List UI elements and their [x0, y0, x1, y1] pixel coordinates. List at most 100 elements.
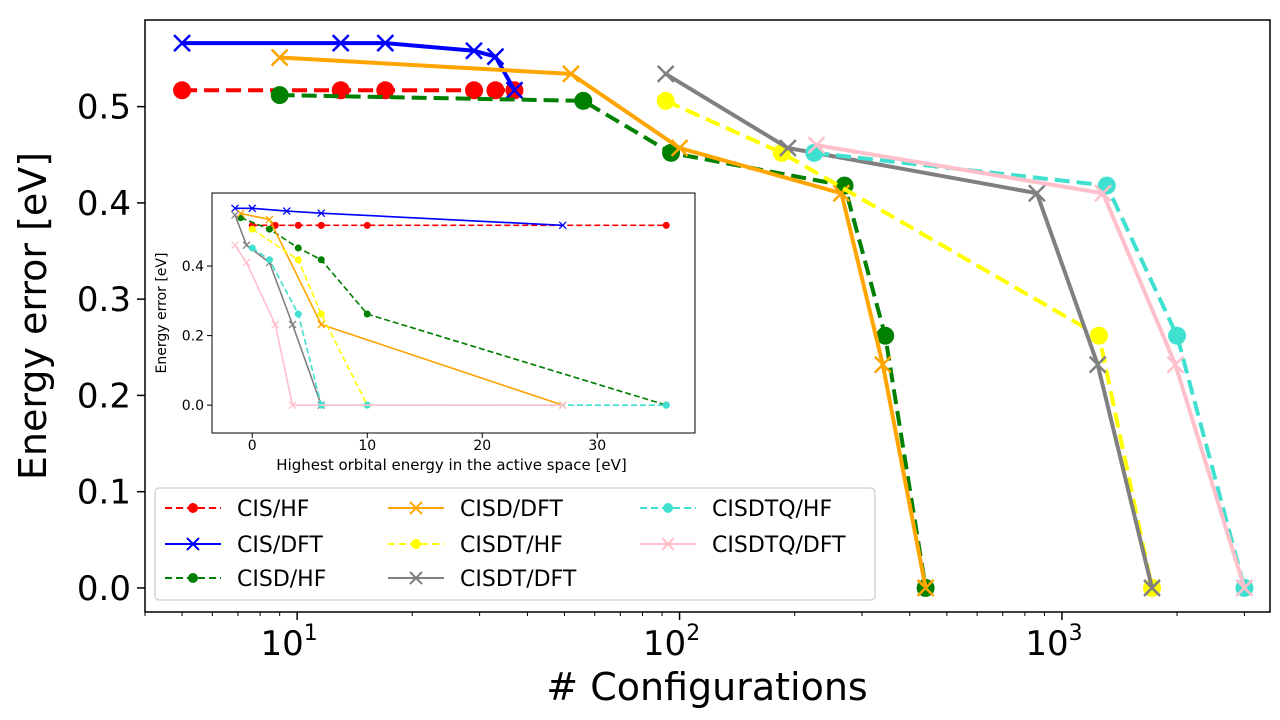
data-point: [562, 65, 580, 83]
legend-marker: [661, 537, 675, 551]
inset-data-point: [248, 244, 256, 252]
y-tick-label: 0.1: [77, 473, 131, 513]
legend-label: CISDTQ/HF: [712, 497, 832, 522]
data-point: [662, 143, 681, 162]
inset-data-point: [317, 310, 325, 318]
data-point: [656, 65, 675, 83]
inset-data-point: [271, 320, 280, 329]
inset-y-tick-label: 0.2: [182, 329, 204, 345]
legend-label: CISD/DFT: [460, 497, 563, 522]
inset-data-point: [288, 320, 297, 329]
inset-series-line: [251, 228, 368, 406]
inset-data-point: [294, 310, 302, 318]
inset-y-tick-label: 0.0: [182, 398, 204, 414]
data-point: [916, 579, 935, 597]
y-tick-label: 0.2: [77, 376, 131, 416]
legend-marker: [188, 503, 198, 513]
data-point: [1166, 355, 1185, 374]
inset-data-point: [282, 207, 291, 216]
inset-data-point: [266, 225, 273, 233]
data-point: [876, 326, 895, 345]
inset-data-point: [317, 221, 325, 229]
series-line: [816, 143, 1247, 589]
data-point: [173, 34, 191, 52]
data-point: [464, 81, 483, 100]
legend-item: CISDT/HF: [388, 533, 563, 558]
x-tick-base: 10: [261, 624, 304, 664]
data-point: [670, 139, 689, 157]
inset-x-tick-label: 30: [588, 438, 606, 454]
data-point: [1097, 176, 1116, 195]
main-plot-frame: [144, 19, 1271, 613]
inset-data-point: [242, 258, 251, 267]
x-tick-label: 102: [643, 621, 700, 664]
inset-data-point: [231, 210, 239, 219]
data-point: [505, 81, 524, 100]
data-point: [656, 91, 675, 110]
inset-data-point: [266, 256, 273, 264]
data-point: [1028, 184, 1046, 203]
data-point: [486, 47, 505, 66]
inset-data-point: [363, 221, 371, 229]
data-point: [574, 91, 593, 110]
inset-series-line: [240, 212, 564, 406]
legend-marker: [188, 573, 198, 583]
x-tick-exponent: 3: [1069, 621, 1083, 646]
inset-x-tick-label: 20: [473, 438, 491, 454]
inset-data-point: [294, 221, 302, 229]
inset-data-point: [248, 204, 257, 213]
legend-item: CISD/DFT: [388, 497, 563, 522]
data-point: [331, 34, 350, 52]
inset-plot: 0 10 20 30 0.0 0.2 0.4 Highest orbital energy i…: [154, 192, 696, 474]
inset-data-point: [236, 209, 245, 218]
inset-data-point: [294, 256, 302, 264]
inset-data-point: [317, 256, 325, 264]
legend: CIS/HF CIS/DFT CISD/HF CISD/DFT CISDT/HF CISD…: [154, 487, 876, 601]
data-point: [1143, 579, 1161, 597]
x-tick-label: 101: [261, 621, 318, 664]
data-point: [270, 86, 289, 105]
legend-marker: [409, 571, 423, 585]
legend-marker: [409, 501, 423, 515]
inset-data-point: [558, 221, 567, 230]
data-point: [873, 355, 892, 374]
inset-data-point: [317, 209, 326, 218]
data-point: [779, 139, 797, 157]
data-point: [376, 81, 395, 100]
legend-item: CISDTQ/HF: [640, 497, 832, 522]
series-line: [279, 55, 928, 589]
x-tick-label: 103: [1025, 621, 1082, 664]
data-point: [832, 184, 851, 203]
main-series-cis-dft: [173, 34, 524, 100]
inset-data-point: [294, 244, 302, 252]
legend-marker: [411, 539, 421, 549]
y-tick-label: 0.3: [77, 280, 131, 320]
data-point: [270, 48, 289, 67]
inset-data-point: [288, 401, 297, 410]
y-tick-label: 0.0: [77, 569, 131, 609]
x-axis-label: # Configurations: [546, 665, 867, 709]
inset-data-point: [363, 310, 371, 318]
main-series-cisd-dft: [270, 48, 935, 597]
series-line: [814, 150, 1247, 589]
data-point: [173, 81, 192, 100]
data-point: [1094, 184, 1112, 203]
main-series-cisdt-dft: [656, 65, 1161, 597]
inset-data-point: [231, 241, 239, 250]
main-series-cisdtq-dft: [807, 136, 1254, 597]
inset-data-point: [662, 221, 670, 229]
inset-series-cisdtq-dft: [231, 241, 567, 410]
inset-x-tick-label: 10: [358, 438, 376, 454]
series-line: [182, 41, 517, 92]
data-point: [807, 136, 826, 155]
inset-plot-frame: [211, 192, 696, 434]
inset-y-tick-label: 0.4: [182, 259, 204, 275]
y-tick-label: 0.4: [77, 184, 131, 224]
legend-label: CISDT/HF: [460, 533, 563, 558]
legend-item: CISDT/DFT: [388, 567, 577, 592]
legend-item: CISDTQ/DFT: [640, 533, 846, 558]
inset-data-point: [317, 320, 326, 329]
data-point: [1088, 355, 1107, 374]
legend-item: CIS/DFT: [165, 533, 323, 558]
